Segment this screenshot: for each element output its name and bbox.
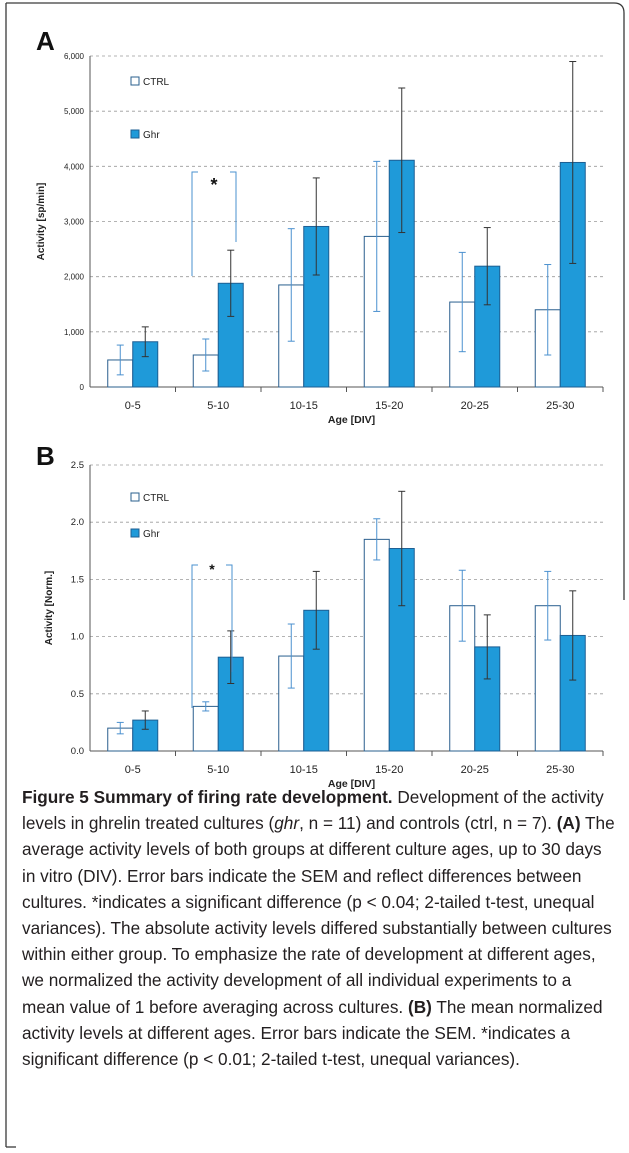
x-tick-label-0-5: 0-5 [125,400,141,412]
x-tick-label-0-5: 0-5 [125,764,141,776]
x-tick-label-25-30: 25-30 [546,764,574,776]
chart-panel-a: A 0 1,000 2,000 3,000 4,000 5,000 6,000 0-5 5-10 1… [36,26,604,426]
bar-ctrl-5-10 [192,705,219,752]
legend-label-ghr: Ghr [143,529,160,540]
y-axis-title: Activity [Norm.] [44,571,55,645]
caption-text-2: , n = 11) and controls (ctrl, n = 7). [299,813,557,834]
x-axis-title: Age [DIV] [328,414,375,426]
significance-star: * [210,175,217,195]
legend-label-ctrl: CTRL [143,493,170,504]
legend-swatch-ctrl [130,492,140,502]
y-axis-title: Activity [sp/min] [36,183,47,261]
significance-bracket-right [226,564,233,672]
y-tick-label: 1,000 [64,328,85,337]
panel-letter-a: A [36,26,55,56]
x-axis-title: Age [DIV] [328,778,375,790]
legend-swatch-ctrl [130,76,140,86]
y-tick-label: 0.0 [71,746,84,757]
significance-bracket-left [191,171,198,276]
y-tick-label: 2.5 [71,460,84,471]
x-tick-label-15-20: 15-20 [375,764,403,776]
caption-title: Figure 5 Summary of firing rate developm… [22,787,393,807]
legend-swatch-ghr [130,528,140,538]
x-tick-label-20-25: 20-25 [461,764,489,776]
y-tick-label: 1.0 [71,632,84,643]
significance-bracket-left [191,564,198,708]
caption-ghr-italic: ghr [274,813,300,834]
significance-star: * [209,561,215,577]
bar-ctrl-15-20 [363,538,390,752]
y-tick-label: 0.5 [71,689,84,700]
y-tick-label: 0 [80,383,85,392]
figure-border-top-right [6,2,625,600]
legend-label-ghr: Ghr [143,130,160,141]
y-tick-label: 2,000 [64,273,85,282]
x-tick-label-25-30: 25-30 [546,400,574,412]
chart-panel-b: B 0.0 0.5 1.0 1.5 2.0 2.5 0-5 5-10 10-15 15-20 20-2… [36,441,604,790]
x-tick-label-5-10: 5-10 [207,400,229,412]
legend-label-ctrl: CTRL [143,77,170,88]
y-tick-label: 6,000 [64,52,85,61]
x-tick-label-15-20: 15-20 [375,400,403,412]
bar-ghr-15-20 [388,548,415,752]
figure-caption: Figure 5 Summary of firing rate developm… [22,784,616,1072]
x-tick-label-5-10: 5-10 [207,764,229,776]
caption-panel-b-ref: (B) [407,996,432,1017]
caption-text-3: The average activity levels of both grou… [22,813,615,1017]
caption-panel-a-ref: (A) [556,813,581,834]
y-tick-label: 1.5 [71,574,84,585]
bar-ghr-20-25 [474,646,501,752]
x-tick-label-10-15: 10-15 [290,764,318,776]
caption-text-4: The mean normalized activity levels at d… [22,996,603,1070]
y-tick-label: 5,000 [64,107,85,116]
x-tick-label-20-25: 20-25 [461,400,489,412]
bar-ghr-0-5 [132,341,159,388]
y-tick-label: 4,000 [64,162,85,171]
panel-letter-b: B [36,441,55,471]
caption-text-1: Development of the activity levels in gh… [22,787,604,834]
x-tick-label-10-15: 10-15 [290,400,318,412]
legend-swatch-ghr [130,129,140,139]
y-tick-label: 3,000 [64,218,85,227]
significance-bracket-right [230,171,237,242]
y-tick-label: 2.0 [71,517,84,528]
